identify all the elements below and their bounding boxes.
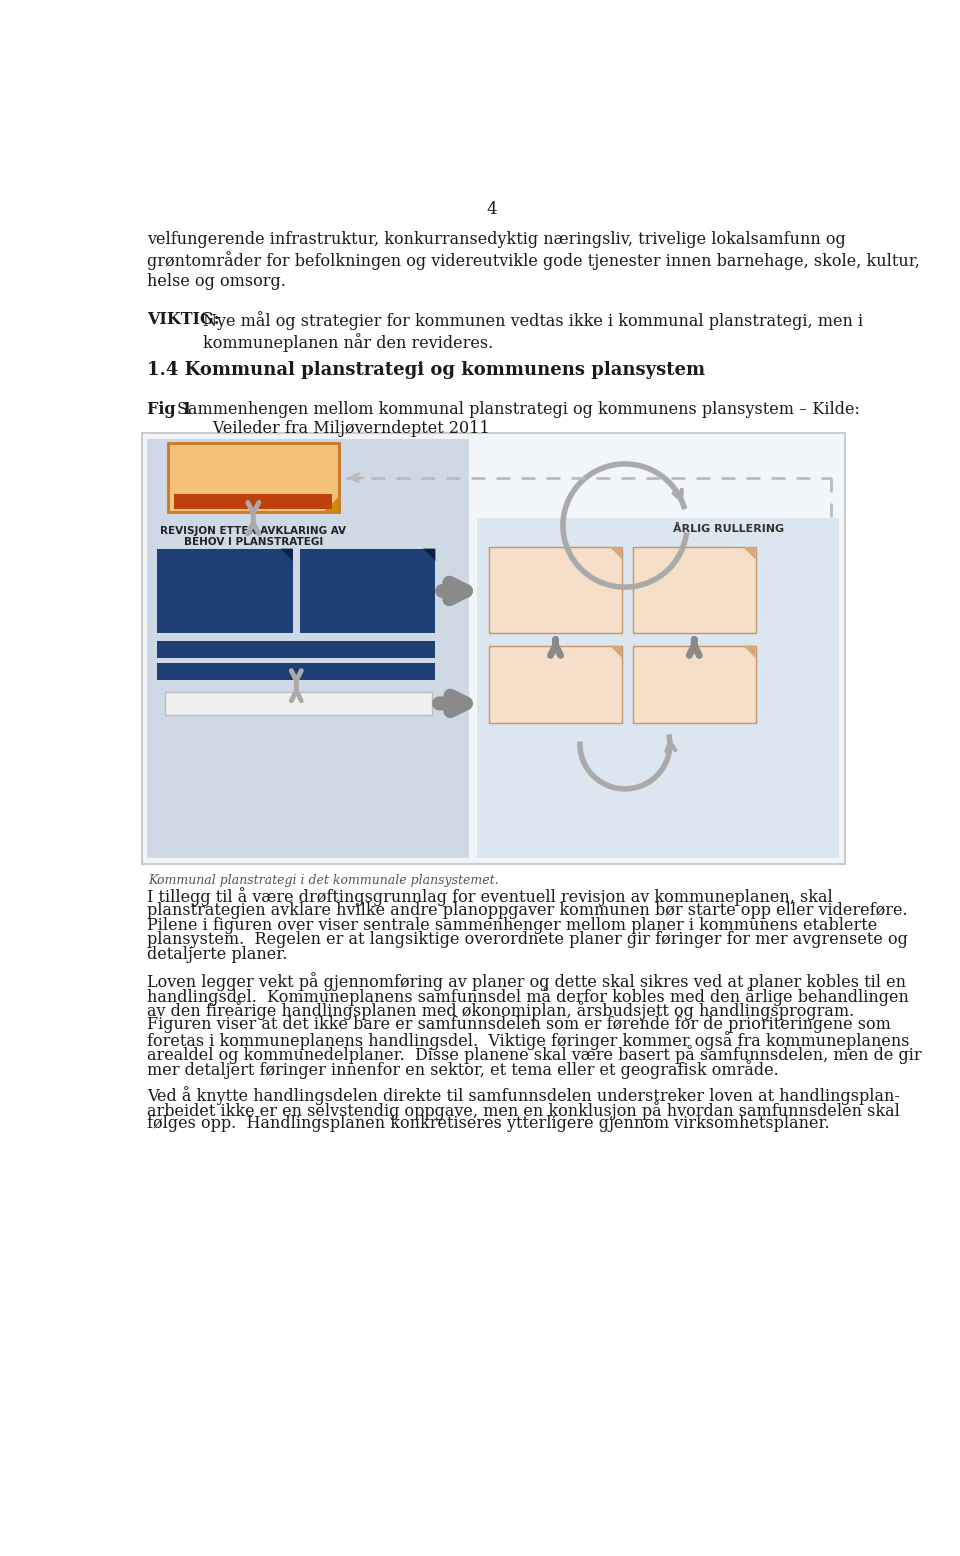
Text: Årsbudsjett: Årsbudsjett — [652, 569, 737, 585]
Text: Kommuneplan
SAMFUNNSDEL: Kommuneplan SAMFUNNSDEL — [172, 569, 278, 598]
FancyBboxPatch shape — [633, 548, 756, 633]
FancyBboxPatch shape — [175, 493, 332, 509]
Text: Pilene i figuren over viser sentrale sammenhenger mellom planer i kommunens etab: Pilene i figuren over viser sentrale sam… — [147, 916, 877, 934]
FancyBboxPatch shape — [142, 433, 846, 864]
Text: Kommunedelplaner - areal: Kommunedelplaner - areal — [208, 664, 384, 677]
Text: FIREÅRIG RULLERING: FIREÅRIG RULLERING — [196, 496, 311, 507]
FancyBboxPatch shape — [147, 439, 468, 859]
Text: mer detaljert føringer innenfor en sektor, et tema eller et geografisk område.: mer detaljert føringer innenfor en sekto… — [147, 1060, 779, 1078]
Text: Figuren viser at det ikke bare er samfunnsdelen som er førende for de prioriteri: Figuren viser at det ikke bare er samfun… — [147, 1016, 891, 1033]
Text: Tema og sektor(fag)planer: Tema og sektor(fag)planer — [221, 697, 377, 710]
Text: 1.4 Kommunal planstrategi og kommunens plansystem: 1.4 Kommunal planstrategi og kommunens p… — [147, 361, 706, 378]
Text: Kommunedelplaner - tema: Kommunedelplaner - tema — [208, 643, 384, 657]
Text: detaljerte planer.: detaljerte planer. — [147, 946, 287, 963]
Polygon shape — [610, 548, 622, 560]
Text: plansystem.  Regelen er at langsiktige overordnete planer gir føringer for mer a: plansystem. Regelen er at langsiktige ov… — [147, 932, 908, 948]
Text: REVISJON ETTER AVKLARING AV
BEHOV I PLANSTRATEGI: REVISJON ETTER AVKLARING AV BEHOV I PLAN… — [160, 526, 347, 548]
Text: Fig 1: Fig 1 — [147, 401, 199, 417]
Text: Loven legger vekt på gjennomføring av planer og dette skal sikres ved at planer : Loven legger vekt på gjennomføring av pl… — [147, 972, 906, 991]
Text: Sammenhengen mellom kommunal planstrategi og kommunens plansystem – Kilde:
     : Sammenhengen mellom kommunal planstrateg… — [177, 401, 859, 437]
FancyBboxPatch shape — [476, 518, 839, 859]
FancyBboxPatch shape — [489, 548, 622, 633]
Text: 4: 4 — [487, 201, 497, 218]
Text: I tillegg til å være drøftingsgrunnlag for eventuell revisjon av kommuneplanen, : I tillegg til å være drøftingsgrunnlag f… — [147, 887, 833, 906]
FancyBboxPatch shape — [300, 549, 436, 633]
FancyBboxPatch shape — [165, 692, 432, 714]
FancyBboxPatch shape — [157, 549, 293, 633]
Text: foretas i kommuneplanens handlingsdel.  Viktige føringer kommer også fra kommune: foretas i kommuneplanens handlingsdel. V… — [147, 1030, 910, 1050]
Text: arealdel og kommunedelplaner.  Disse planene skal være basert på samfunnsdelen, : arealdel og kommunedelplaner. Disse plan… — [147, 1046, 922, 1064]
Text: ÅRLIG RULLERING: ÅRLIG RULLERING — [673, 524, 784, 534]
Polygon shape — [280, 549, 293, 562]
FancyBboxPatch shape — [633, 646, 756, 722]
Text: - Årsmelding
- Regnskap/
årsberetning
- Tertisials-
rapporter: - Årsmelding - Regnskap/ årsberetning - … — [496, 654, 569, 714]
Text: Ved å knytte handlingsdelen direkte til samfunnsdelen understreker loven at hand: Ved å knytte handlingsdelen direkte til … — [147, 1086, 900, 1105]
Text: Handlingsdel
med
økonomiplan: Handlingsdel med økonomiplan — [506, 563, 605, 607]
Text: velfungerende infrastruktur, konkurransedyktig næringsliv, trivelige lokalsamfun: velfungerende infrastruktur, konkurranse… — [147, 232, 920, 289]
Text: Arbeids-
program: Arbeids- program — [665, 678, 723, 706]
Polygon shape — [743, 548, 756, 560]
Polygon shape — [324, 496, 339, 512]
FancyBboxPatch shape — [168, 443, 339, 512]
FancyBboxPatch shape — [157, 663, 436, 680]
FancyBboxPatch shape — [157, 641, 436, 658]
Text: Kommunal
Planstrategi: Kommunal Planstrategi — [203, 457, 303, 487]
Text: Kommunal planstrategi i det kommunale plansystemet.: Kommunal planstrategi i det kommunale pl… — [148, 873, 498, 887]
Polygon shape — [743, 646, 756, 658]
Polygon shape — [610, 646, 622, 658]
Text: handlingsdel.  Kommuneplanens samfunnsdel må derfor kobles med den årlige behand: handlingsdel. Kommuneplanens samfunnsdel… — [147, 987, 909, 1005]
Text: følges opp.  Handlingsplanen konkretiseres ytterligere gjennom virksomhetsplaner: følges opp. Handlingsplanen konkretisere… — [147, 1116, 829, 1133]
Text: VIKTIG:: VIKTIG: — [147, 311, 226, 328]
Text: planstrategien avklare hvilke andre planoppgaver kommunen bør starte opp eller v: planstrategien avklare hvilke andre plan… — [147, 902, 908, 920]
Polygon shape — [423, 549, 436, 562]
FancyBboxPatch shape — [489, 646, 622, 722]
Text: Nye mål og strategier for kommunen vedtas ikke i kommunal planstrategi, men i
ko: Nye mål og strategier for kommunen vedta… — [203, 311, 863, 352]
Text: av den fireårige handlingsplanen med økonomiplan, årsbudsjett og handlingsprogra: av den fireårige handlingsplanen med øko… — [147, 1002, 854, 1021]
Text: Kommuneplan
AREALDEL: Kommuneplan AREALDEL — [318, 569, 418, 598]
Text: arbeidet ikke er en selvstendig oppgave, men en konklusjon på hvordan samfunnsde: arbeidet ikke er en selvstendig oppgave,… — [147, 1100, 900, 1120]
